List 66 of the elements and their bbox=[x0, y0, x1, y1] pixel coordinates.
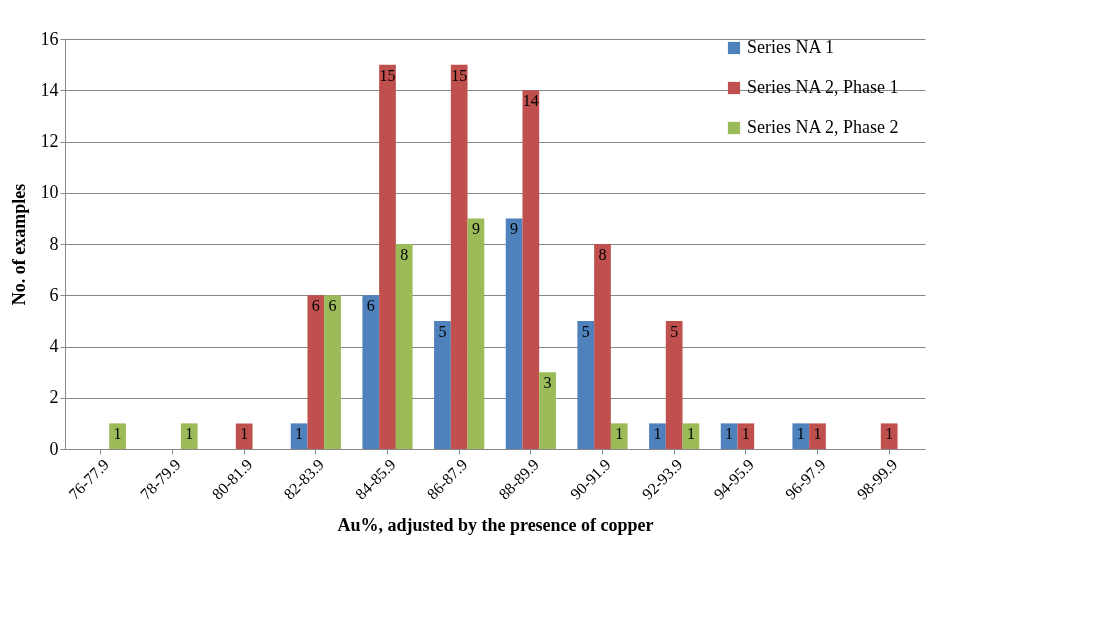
bar bbox=[539, 372, 556, 449]
data-label: 1 bbox=[813, 425, 822, 443]
data-label: 8 bbox=[598, 246, 607, 263]
data-label: 9 bbox=[510, 220, 519, 238]
bar bbox=[450, 64, 468, 449]
y-tick-label: 6 bbox=[49, 284, 59, 305]
bar bbox=[594, 244, 611, 449]
data-label: 1 bbox=[796, 425, 805, 443]
x-axis-title: Au%, adjusted by the presence of copper bbox=[337, 514, 654, 535]
data-label: 14 bbox=[522, 92, 539, 110]
bar bbox=[434, 320, 451, 449]
bar bbox=[809, 423, 826, 449]
bar bbox=[395, 244, 413, 449]
data-label: 1 bbox=[653, 425, 662, 443]
y-tick-label: 10 bbox=[40, 182, 59, 203]
y-tick-label: 8 bbox=[49, 233, 59, 254]
bar bbox=[235, 423, 253, 449]
bar bbox=[379, 64, 396, 449]
data-label: 1 bbox=[725, 425, 734, 443]
y-tick-label: 12 bbox=[40, 131, 59, 151]
data-label: 9 bbox=[471, 220, 480, 238]
bar bbox=[362, 295, 380, 449]
legend-label: Series NA 2, Phase 1 bbox=[747, 77, 899, 97]
bar bbox=[324, 295, 341, 449]
data-label: 1 bbox=[295, 425, 304, 443]
data-label: 5 bbox=[670, 322, 679, 340]
bar bbox=[649, 423, 666, 449]
bar bbox=[577, 320, 595, 449]
bar bbox=[792, 423, 810, 449]
bar bbox=[610, 423, 628, 449]
data-label: 5 bbox=[581, 322, 590, 340]
bar bbox=[505, 218, 523, 449]
y-axis-title: No. of examples bbox=[8, 183, 29, 306]
bar bbox=[307, 295, 325, 449]
data-label: 1 bbox=[185, 425, 194, 443]
bar bbox=[665, 320, 683, 449]
data-label: 1 bbox=[240, 425, 249, 443]
bar bbox=[880, 423, 898, 449]
data-label: 1 bbox=[741, 425, 750, 443]
y-tick-label: 4 bbox=[49, 336, 59, 356]
y-tick-label: 16 bbox=[40, 28, 59, 49]
data-label: 1 bbox=[113, 425, 122, 443]
bar bbox=[522, 90, 540, 449]
bar bbox=[720, 423, 738, 449]
data-label: 15 bbox=[379, 66, 396, 84]
bar bbox=[180, 423, 198, 449]
data-label: 6 bbox=[328, 297, 337, 315]
bar bbox=[109, 423, 126, 449]
data-label: 6 bbox=[311, 297, 320, 315]
y-tick-label: 0 bbox=[49, 438, 59, 459]
legend-label: Series NA 2, Phase 2 bbox=[747, 117, 899, 137]
y-tick-label: 14 bbox=[40, 79, 59, 100]
data-label: 1 bbox=[686, 425, 695, 443]
data-label: 3 bbox=[543, 374, 552, 392]
y-tick-label: 2 bbox=[49, 387, 59, 408]
data-label: 1 bbox=[885, 425, 894, 443]
bar bbox=[737, 423, 755, 449]
bar bbox=[290, 423, 308, 449]
data-label: 6 bbox=[366, 297, 375, 315]
data-label: 8 bbox=[400, 246, 409, 263]
data-label: 15 bbox=[451, 66, 468, 84]
bar bbox=[467, 218, 485, 449]
data-label: 5 bbox=[438, 322, 447, 340]
data-label: 1 bbox=[615, 425, 624, 443]
bar bbox=[682, 423, 700, 449]
legend-label: Series NA 1 bbox=[747, 37, 834, 57]
